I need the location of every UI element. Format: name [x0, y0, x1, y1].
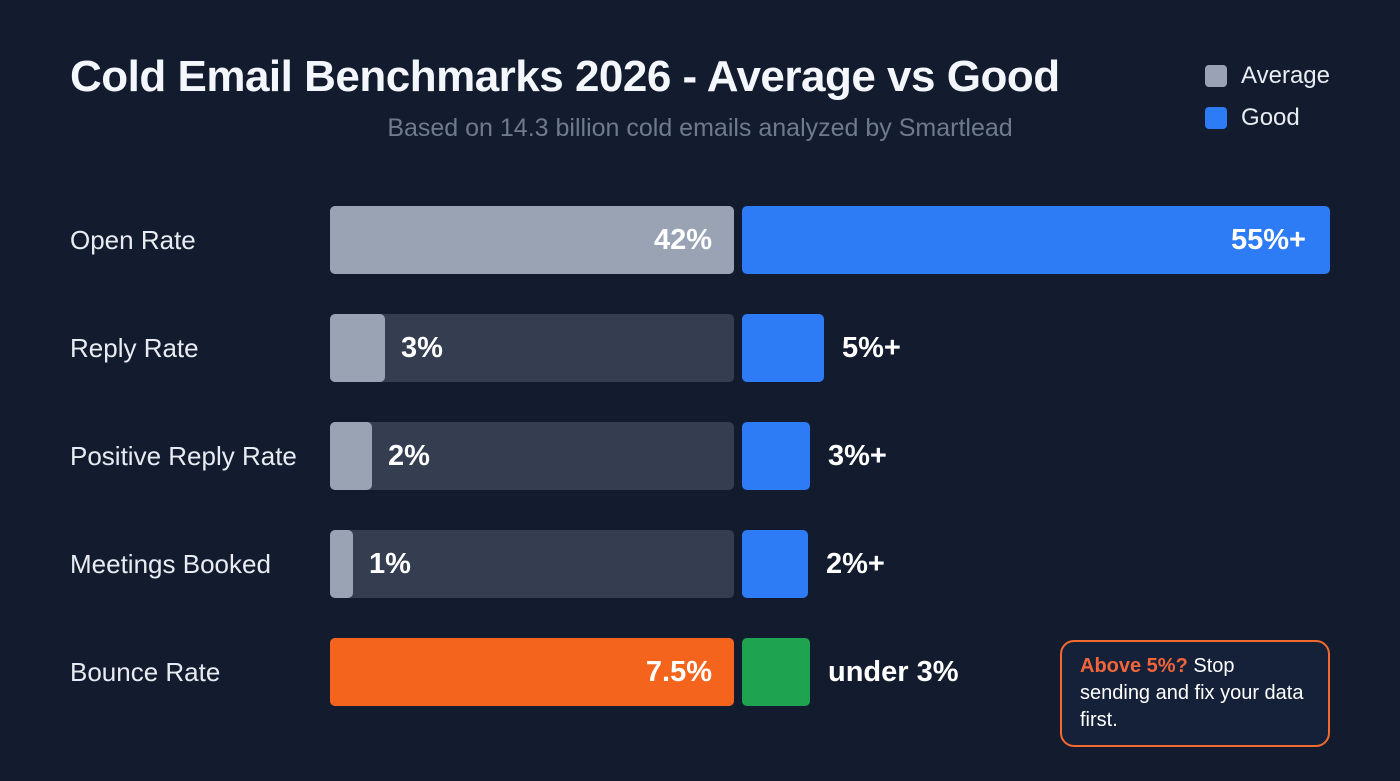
chart-row-bounce-rate: Bounce Rate 7.5% under 3%: [70, 638, 1330, 706]
good-bar: [742, 530, 808, 598]
chart-row-open-rate: Open Rate 42% 55%+: [70, 206, 1330, 274]
average-value: 2%: [388, 439, 430, 472]
average-bar-track: 3%: [330, 314, 734, 382]
average-bar-track: 7.5%: [330, 638, 734, 706]
average-value: 3%: [401, 331, 443, 364]
good-bar: [742, 422, 810, 490]
row-label: Meetings Booked: [70, 548, 271, 579]
subtitle: Based on 14.3 billion cold emails analyz…: [387, 114, 1013, 142]
average-bar: [330, 422, 372, 490]
good-value: 55%+: [1231, 223, 1306, 256]
average-bar-track: 42%: [330, 206, 734, 274]
legend-item-average: Average: [1205, 62, 1330, 90]
average-swatch-icon: [1205, 65, 1228, 87]
chart-row-positive-reply-rate: Positive Reply Rate 2% 3%+: [70, 422, 1330, 490]
good-swatch-icon: [1205, 107, 1228, 129]
legend-average-label: Average: [1241, 62, 1330, 89]
legend: Average Good: [1205, 62, 1330, 132]
good-value: 3%+: [828, 439, 887, 472]
good-bar-area: under 3%: [742, 638, 1330, 706]
chart-rows: Open Rate 42% 55%+ Reply Rate 3% 5%+ Pos…: [70, 206, 1330, 746]
average-bar-track: 1%: [330, 530, 734, 598]
legend-good-label: Good: [1241, 104, 1300, 131]
good-bar-area: 3%+: [742, 422, 1330, 490]
average-bar: [330, 314, 385, 382]
good-bar: [742, 206, 1330, 274]
chart-row-meetings-booked: Meetings Booked 1% 2%+: [70, 530, 1330, 598]
page-title: Cold Email Benchmarks 2026 - Average vs …: [70, 52, 1060, 101]
average-value: 1%: [369, 547, 411, 580]
chart-row-reply-rate: Reply Rate 3% 5%+: [70, 314, 1330, 382]
average-bar-track: 2%: [330, 422, 734, 490]
callout-text: Stop sending and fix your data first.: [1080, 655, 1304, 731]
good-bar-area: 5%+: [742, 314, 1330, 382]
good-bar-area: 2%+: [742, 530, 1330, 598]
callout-highlight: Above 5%?: [1080, 655, 1188, 677]
good-bar: [742, 638, 810, 706]
good-value: 2%+: [826, 547, 885, 580]
row-label: Bounce Rate: [70, 656, 221, 687]
bounce-warning-callout: Above 5%? Stop sending and fix your data…: [1060, 640, 1330, 747]
good-value: 5%+: [842, 331, 901, 364]
good-bar: [742, 314, 824, 382]
average-value: 42%: [653, 223, 712, 256]
good-bar-area: 55%+: [742, 206, 1330, 274]
row-label: Open Rate: [70, 224, 196, 255]
good-value: under 3%: [828, 655, 959, 688]
average-bar: [330, 206, 734, 274]
legend-item-good: Good: [1205, 104, 1330, 132]
average-bar: [330, 638, 734, 706]
row-label: Positive Reply Rate: [70, 440, 297, 471]
row-label: Reply Rate: [70, 332, 199, 363]
average-value: 7.5%: [645, 655, 712, 688]
average-bar: [330, 530, 353, 598]
